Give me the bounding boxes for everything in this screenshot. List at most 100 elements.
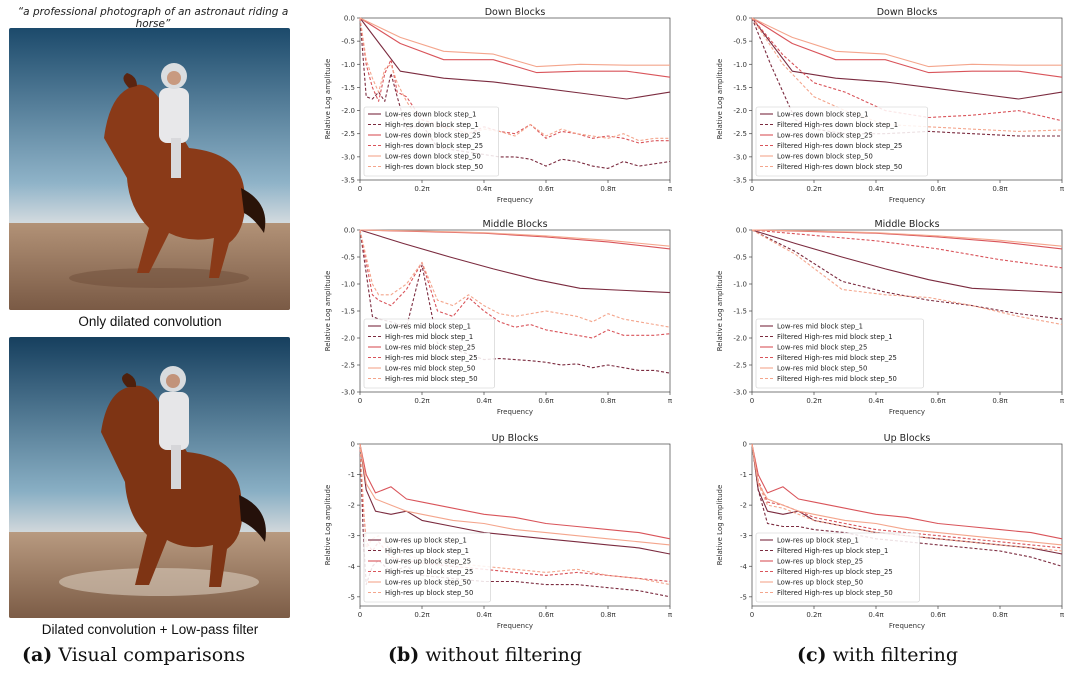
legend-entry: High-res mid block step_50	[385, 375, 478, 383]
series-line	[751, 229, 1063, 250]
y-tick-label: -3	[348, 532, 355, 540]
photo-dilated-lowpass	[9, 337, 290, 618]
chart-title: Middle Blocks	[874, 219, 939, 230]
y-tick-label: -1.0	[341, 61, 355, 69]
legend-entry: High-res up block step_25	[385, 568, 473, 576]
subcaption-c: (c) with filtering	[797, 644, 958, 666]
x-tick-label: 0	[358, 397, 362, 405]
x-tick-label: 0.6π	[930, 611, 946, 619]
y-tick-label: -1.0	[733, 61, 747, 69]
series-line	[751, 17, 1063, 100]
x-tick-label: 0.6π	[538, 185, 554, 193]
y-tick-label: -2	[348, 502, 355, 510]
y-tick-label: -1.0	[733, 281, 747, 289]
chart-svg: Up Blocks 0 -1 -2 -3 -4 -5 0 0.2π 0.4π 0.6π 0.8π π Fr…	[716, 433, 1065, 630]
y-tick-label: 0	[743, 441, 747, 449]
x-tick-label: π	[1060, 185, 1065, 193]
legend-entry: Filtered High-res mid block step_25	[777, 354, 897, 362]
y-tick-label: -2.5	[341, 130, 355, 138]
x-tick-label: 0	[358, 611, 362, 619]
x-tick-label: 0.8π	[600, 397, 616, 405]
y-tick-label: -3.0	[733, 389, 747, 397]
x-tick-label: π	[668, 611, 673, 619]
y-tick-label: -5	[348, 593, 355, 601]
legend-entry: Low-res down block step_50	[777, 152, 873, 160]
x-tick-label: 0.4π	[868, 611, 884, 619]
y-tick-label: -0.5	[341, 254, 355, 262]
chart-svg: Down Blocks 0.0 -0.5 -1.0 -1.5 -2.0 -2.5 -3.0 -3…	[324, 7, 673, 204]
legend-entry: High-res mid block step_1	[385, 333, 473, 341]
chart-c-down: Down Blocks 0.0 -0.5 -1.0 -1.5 -2.0 -2.5 -3.0 -3…	[700, 6, 1072, 214]
series-line	[751, 229, 1063, 320]
chart-b-down: Down Blocks 0.0 -0.5 -1.0 -1.5 -2.0 -2.5 -3.0 -3…	[308, 6, 680, 214]
legend-entry: Filtered High-res down block step_50	[777, 163, 902, 171]
legend	[755, 106, 928, 177]
legend	[363, 106, 499, 177]
plot-frame	[359, 443, 671, 607]
plot-frame	[359, 17, 671, 181]
x-tick-label: 0.6π	[538, 397, 554, 405]
x-tick-label: 0.8π	[600, 185, 616, 193]
legend	[363, 532, 491, 603]
x-axis-label: Frequency	[889, 622, 925, 630]
legend-entry: Filtered High-res up block step_25	[777, 568, 893, 576]
y-tick-label: -2.0	[733, 335, 747, 343]
legend	[755, 532, 920, 603]
x-tick-label: 0.2π	[414, 611, 430, 619]
x-tick-label: 0.2π	[806, 185, 822, 193]
chart-svg: Middle Blocks 0.0 -0.5 -1.0 -1.5 -2.0 -2.5 -3.0…	[716, 219, 1065, 416]
legend-entry: Low-res up block step_1	[777, 536, 859, 544]
series-line	[359, 229, 671, 328]
chart-c-up: Up Blocks 0 -1 -2 -3 -4 -5 0 0.2π 0.4π 0.6π 0.8π π Fr…	[700, 432, 1072, 640]
chart-title: Up Blocks	[884, 433, 931, 444]
y-tick-label: 0.0	[736, 15, 747, 23]
series-line	[359, 229, 671, 250]
legend-entry: Filtered High-res mid block step_1	[777, 333, 893, 341]
y-tick-label: -0.5	[341, 38, 355, 46]
subcaption-a: (a) Visual comparisons	[22, 644, 245, 666]
legend-entry: Low-res mid block step_1	[777, 322, 863, 330]
x-tick-label: 0.8π	[992, 397, 1008, 405]
y-tick-label: -1.5	[733, 84, 747, 92]
y-tick-label: -3.0	[733, 153, 747, 161]
series-line	[751, 229, 1063, 247]
chart-title: Down Blocks	[877, 7, 938, 18]
series-line	[359, 17, 670, 68]
series-line	[359, 229, 671, 339]
subcaption-b: (b) without filtering	[388, 644, 582, 666]
x-tick-label: 0.4π	[868, 185, 884, 193]
series-line	[751, 17, 1063, 122]
y-tick-label: 0.0	[344, 15, 355, 23]
legend-entry: Low-res mid block step_50	[385, 364, 475, 372]
subcaption-b-text: without filtering	[425, 644, 583, 666]
legend-entry: Filtered High-res mid block step_50	[777, 375, 897, 383]
legend-entry: High-res down block step_50	[385, 163, 483, 171]
series-line	[751, 443, 1063, 549]
y-tick-label: -4	[348, 563, 356, 571]
series-line	[359, 443, 671, 586]
legend-entry: Filtered High-res up block step_50	[777, 589, 893, 597]
y-tick-label: -3.0	[341, 153, 355, 161]
x-tick-label: π	[668, 397, 673, 405]
y-tick-label: -5	[740, 593, 747, 601]
x-tick-label: 0.2π	[806, 611, 822, 619]
y-axis-label: Relative Log amplitude	[324, 59, 332, 140]
y-tick-label: -3	[740, 532, 747, 540]
x-axis-label: Frequency	[497, 622, 533, 630]
chart-title: Down Blocks	[485, 7, 546, 18]
x-tick-label: 0.4π	[476, 611, 492, 619]
y-tick-label: -1.5	[341, 308, 355, 316]
y-tick-label: -1.5	[733, 308, 747, 316]
legend	[755, 318, 924, 389]
legend-entry: Filtered High-res up block step_1	[777, 547, 888, 555]
legend-entry: Low-res down block step_1	[385, 110, 477, 118]
x-tick-label: 0	[750, 397, 754, 405]
legend-entry: Low-res mid block step_25	[777, 343, 867, 351]
legend-entry: Low-res down block step_1	[777, 110, 869, 118]
series-line	[359, 17, 671, 78]
subcaption-c-text: with filtering	[832, 644, 959, 666]
legend-entry: Filtered High-res down block step_25	[777, 142, 902, 150]
y-tick-label: -2.0	[733, 107, 747, 115]
x-tick-label: 0.4π	[476, 185, 492, 193]
prompt-caption: “a professional photograph of an astrona…	[17, 6, 289, 30]
